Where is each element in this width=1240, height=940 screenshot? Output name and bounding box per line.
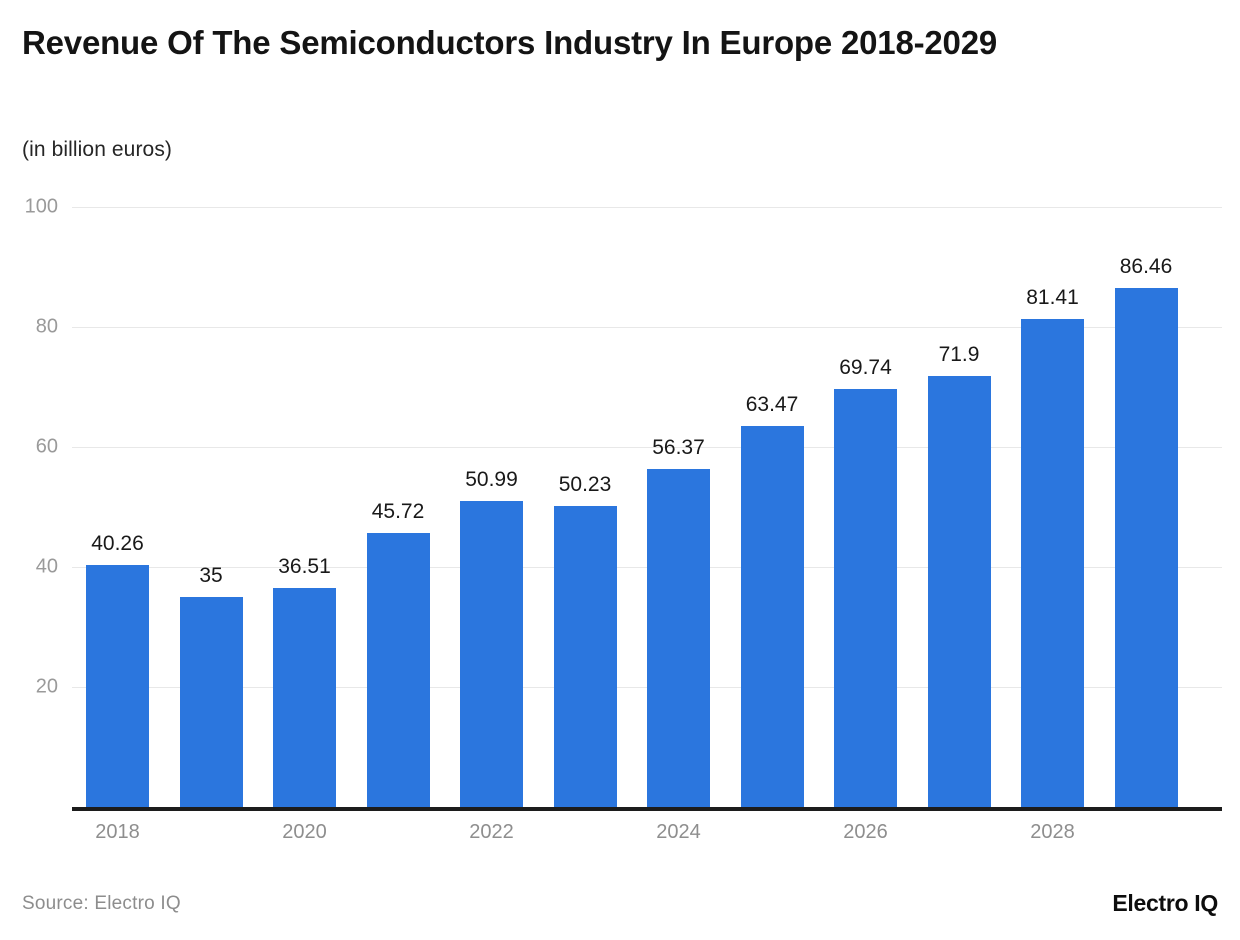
bar[interactable] [834,388,897,807]
brand-logo: Electro IQ [1112,890,1218,916]
bar[interactable] [179,597,243,807]
y-axis-tick-label: 20 [35,675,58,698]
bar-value-label: 40.26 [91,532,144,556]
bar-value-label: 50.99 [465,468,518,492]
bar-value-label: 50.23 [558,472,612,496]
y-axis-tick-label: 100 [24,195,58,218]
bar[interactable] [553,505,617,807]
bar-value-label: 35 [199,564,223,587]
bar-value-label: 63.47 [745,393,799,417]
x-axis-tick-label: 2018 [95,821,140,843]
gridline [72,447,1222,448]
source-note: Source: Electro IQ [22,893,181,914]
bar-value-label: 56.37 [652,435,705,459]
gridline [72,207,1222,208]
bar-value-label: 71.9 [938,342,980,366]
bar[interactable] [460,501,523,807]
bar-value-label: 45.72 [371,499,425,523]
x-axis-line [72,807,1222,811]
x-axis-tick-label: 2020 [282,821,327,843]
bar-value-label: 36.51 [278,554,331,578]
bar[interactable] [1114,288,1178,807]
x-axis-tick-label: 2024 [656,821,701,843]
y-axis-tick-label: 80 [35,315,58,338]
y-axis-tick-label: 40 [35,555,58,578]
bar[interactable] [366,532,430,807]
bar[interactable] [86,565,149,807]
x-axis-tick-label: 2026 [843,821,888,843]
bar-value-label: 69.74 [839,355,892,379]
chart-subtitle: (in billion euros) [22,138,173,161]
bar[interactable] [647,468,710,807]
y-axis-tick-label: 60 [35,435,58,458]
bar[interactable] [273,587,336,807]
page-title: Revenue Of The Semiconductors Industry I… [22,24,998,61]
bar-value-label: 86.46 [1119,255,1173,279]
bar[interactable] [740,426,804,807]
bar[interactable] [927,375,991,807]
gridline [72,327,1222,328]
bar[interactable] [1021,318,1084,807]
x-axis-tick-label: 2022 [469,821,514,843]
bar-value-label: 81.41 [1026,285,1079,309]
x-axis-tick-label: 2028 [1030,821,1075,843]
